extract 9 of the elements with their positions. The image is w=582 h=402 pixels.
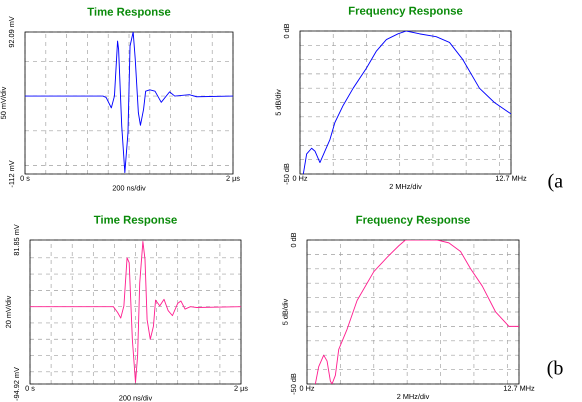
- chart-title: Time Response: [87, 7, 170, 18]
- line-series: [302, 30, 511, 174]
- chart-title: Time Response: [94, 215, 177, 226]
- line-series: [30, 241, 241, 383]
- text: (b: [548, 360, 563, 379]
- chart-title: Frequency Response: [356, 216, 470, 226]
- line-series: [25, 32, 233, 174]
- text: (a: [548, 174, 563, 192]
- chart-title: Frequency Response: [348, 6, 462, 17]
